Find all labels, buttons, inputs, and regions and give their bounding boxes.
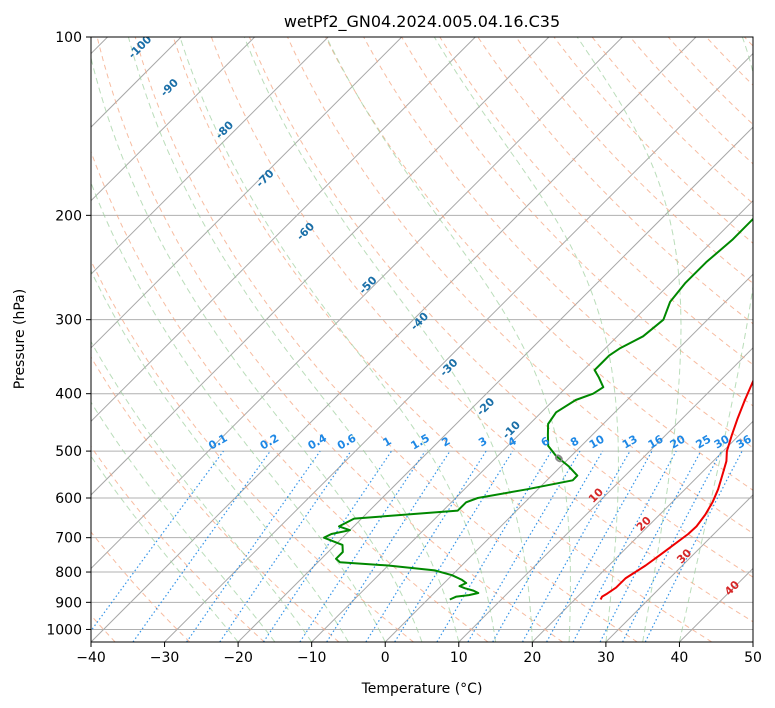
moist-adiabat-line bbox=[20, 37, 349, 642]
dry-adiabat-label: -40 bbox=[408, 310, 431, 333]
y-tick-label: 500 bbox=[55, 444, 82, 460]
mixing-ratio-line bbox=[300, 451, 425, 642]
x-axis-title: Temperature (°C) bbox=[361, 681, 483, 697]
dry-adiabat-label: 40 bbox=[722, 578, 742, 598]
isotherm-line bbox=[165, 37, 770, 642]
mixing-ratio-label: 1 bbox=[381, 434, 394, 449]
dry-adiabat-line bbox=[0, 37, 339, 642]
moist-adiabat-line bbox=[327, 37, 571, 642]
x-tick-label: 50 bbox=[744, 650, 762, 666]
dry-adiabat-label: 30 bbox=[674, 546, 694, 566]
dry-adiabat-line bbox=[744, 37, 775, 642]
moist-adiabat-line bbox=[0, 37, 312, 642]
mixing-ratio-label: 13 bbox=[620, 433, 640, 452]
mixing-ratio-line bbox=[547, 451, 652, 642]
dry-adiabat-line bbox=[478, 37, 775, 642]
dry-adiabat-label: 10 bbox=[586, 485, 606, 505]
grid-layer bbox=[0, 37, 775, 642]
y-tick-label: 300 bbox=[55, 313, 82, 329]
mixing-ratio-label: 30 bbox=[712, 432, 732, 451]
mixing-ratio-line bbox=[83, 451, 224, 642]
dry-adiabat-line bbox=[59, 37, 488, 642]
isotherm-line bbox=[91, 37, 696, 642]
moist-adiabat-line bbox=[0, 37, 238, 642]
mixing-ratio-label: 0.6 bbox=[335, 431, 359, 452]
y-tick-label: 100 bbox=[55, 30, 82, 46]
mixing-ratio-line bbox=[523, 451, 631, 642]
dry-adiabat-line bbox=[173, 37, 712, 642]
mixing-ratio-label: 1.5 bbox=[409, 431, 432, 452]
x-tick-label: 20 bbox=[523, 650, 541, 666]
dry-adiabat-label: -10 bbox=[500, 418, 523, 441]
temperature-profile-line bbox=[601, 37, 775, 600]
y-tick-label: 600 bbox=[55, 491, 82, 507]
mixing-ratio-line bbox=[366, 451, 486, 642]
y-tick-label: 200 bbox=[55, 208, 82, 224]
y-tick-label: 400 bbox=[55, 387, 82, 403]
dry-adiabat-label: -30 bbox=[437, 356, 460, 379]
mixing-ratio-line bbox=[468, 451, 580, 642]
y-tick-label: 1000 bbox=[46, 622, 82, 638]
dry-adiabat-line bbox=[135, 37, 637, 642]
mixing-ratio-label: 16 bbox=[646, 432, 666, 451]
y-tick-label: 900 bbox=[55, 595, 82, 611]
dry-adiabat-line bbox=[706, 37, 775, 642]
y-axis-title: Pressure (hPa) bbox=[12, 289, 28, 389]
moist-adiabat-line bbox=[244, 37, 532, 642]
isotherm-line bbox=[17, 37, 622, 642]
x-tick-label: −40 bbox=[76, 650, 106, 666]
dry-adiabat-label: -50 bbox=[356, 273, 379, 296]
isotherm-line bbox=[385, 37, 775, 642]
x-tick-label: −20 bbox=[223, 650, 253, 666]
x-tick-label: −30 bbox=[150, 650, 180, 666]
plot-frame bbox=[91, 37, 753, 642]
x-tick-label: 40 bbox=[671, 650, 689, 666]
y-tick-label: 700 bbox=[55, 531, 82, 547]
mixing-ratio-line bbox=[573, 451, 676, 642]
isotherm-line bbox=[679, 37, 775, 642]
moist-adiabat-line bbox=[86, 37, 422, 642]
x-tick-label: −10 bbox=[297, 650, 327, 666]
mixing-ratio-line bbox=[645, 451, 742, 642]
isotherm-line bbox=[753, 37, 775, 642]
mixing-ratio-label: 25 bbox=[694, 433, 714, 452]
isotherm-line bbox=[459, 37, 775, 642]
x-tick-label: 10 bbox=[450, 650, 468, 666]
isotherm-line bbox=[532, 37, 775, 642]
x-tick-label: 0 bbox=[381, 650, 390, 666]
isotherm-line bbox=[312, 37, 775, 642]
y-tick-label: 800 bbox=[55, 565, 82, 581]
mixing-ratio-line bbox=[327, 451, 450, 642]
moist-adiabat-line bbox=[679, 37, 763, 642]
mixing-ratio-line bbox=[437, 451, 552, 642]
dry-adiabat-line bbox=[97, 37, 562, 642]
dry-adiabat-label: -60 bbox=[294, 220, 317, 243]
dry-adiabat-label: 20 bbox=[634, 514, 654, 534]
dry-adiabat-label: -90 bbox=[158, 76, 181, 99]
x-tick-label: 30 bbox=[597, 650, 615, 666]
mixing-ratio-label: 20 bbox=[668, 432, 688, 451]
mixing-ratio-label: 3 bbox=[476, 434, 489, 449]
dry-adiabat-label: -70 bbox=[253, 167, 276, 190]
mixing-ratio-label: 36 bbox=[734, 432, 754, 451]
dry-adiabat-label: -80 bbox=[213, 118, 236, 141]
mixing-ratio-label: 0.4 bbox=[306, 431, 330, 452]
dry-adiabat-line bbox=[516, 37, 775, 642]
mixing-ratio-label: 2 bbox=[439, 434, 452, 449]
chart-title: wetPf2_GN04.2024.005.04.16.C35 bbox=[284, 12, 560, 32]
isotherm-line bbox=[0, 37, 402, 642]
mixing-ratio-label: 10 bbox=[587, 432, 607, 451]
dry-adiabat-line bbox=[0, 37, 190, 642]
